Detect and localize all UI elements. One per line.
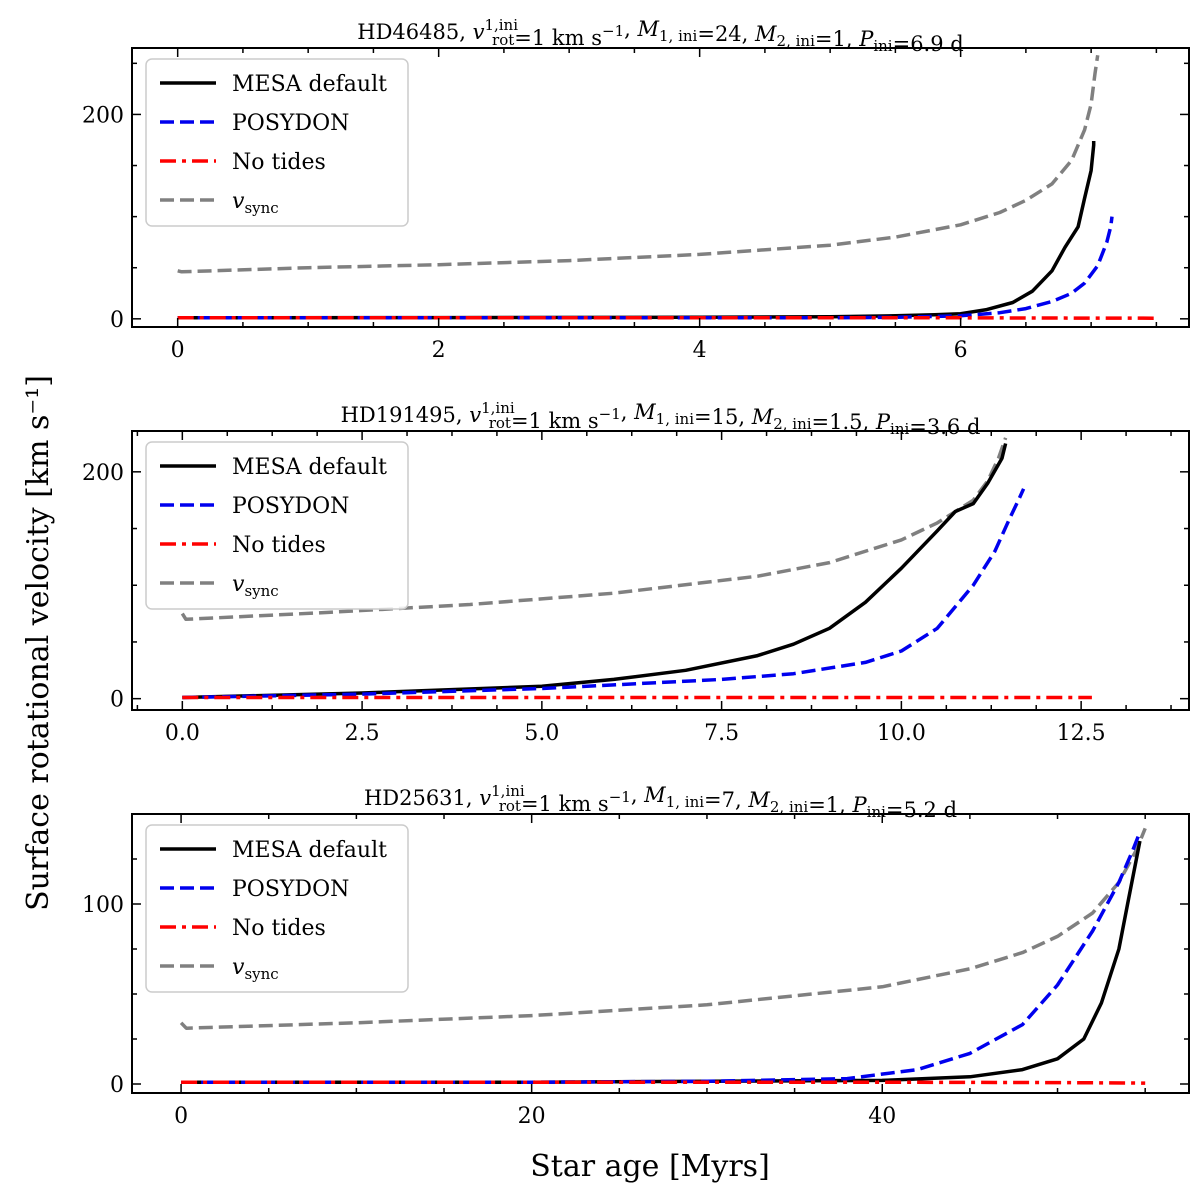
legend-box bbox=[145, 441, 409, 610]
panel-title: HD25631, v1,ini rot=1 km s−1, M1, ini=7, … bbox=[364, 782, 957, 822]
legend-box bbox=[145, 824, 409, 993]
panel-1: HD46485, v1,ini rot=1 km s−1, M1, ini=24,… bbox=[82, 16, 1190, 363]
legend-box bbox=[145, 58, 409, 227]
panel-title: HD46485, v1,ini rot=1 km s−1, M1, ini=24,… bbox=[357, 16, 963, 56]
x-tick-label: 2 bbox=[432, 338, 446, 363]
legend-label-posydon: POSYDON bbox=[232, 494, 349, 519]
legend-label-notides: No tides bbox=[232, 533, 326, 558]
series-group bbox=[177, 54, 1154, 320]
legend-label-sync: vsync bbox=[232, 572, 279, 600]
legend: MESA default POSYDON No tides vsync bbox=[145, 441, 409, 610]
axes-frame bbox=[131, 47, 1190, 328]
x-tick-label: 40 bbox=[868, 1104, 896, 1129]
x-tick-label: 0 bbox=[174, 1104, 188, 1129]
legend: MESA default POSYDON No tides vsync bbox=[145, 58, 409, 227]
x-tick-label: 5.0 bbox=[524, 721, 559, 746]
x-tick-label: 0 bbox=[171, 338, 185, 363]
legend-label-notides: No tides bbox=[232, 916, 326, 941]
x-axis-label: Star age [Myrs] bbox=[530, 1149, 770, 1184]
panel-3: HD25631, v1,ini rot=1 km s−1, M1, ini=7, … bbox=[82, 782, 1190, 1129]
axes-frame bbox=[131, 430, 1190, 711]
legend-label-mesa: MESA default bbox=[232, 455, 387, 480]
series-line-sync bbox=[177, 54, 1100, 274]
x-tick-label: 20 bbox=[518, 1104, 546, 1129]
series-line-notides bbox=[181, 1080, 1146, 1085]
x-tick-label: 6 bbox=[954, 338, 968, 363]
legend-label-sync: vsync bbox=[232, 189, 279, 217]
y-tick-label: 0 bbox=[110, 688, 124, 713]
series-line-posydon bbox=[177, 216, 1114, 320]
panel-2: HD191495, v1,ini rot=1 km s−1, M1, ini=15… bbox=[82, 399, 1190, 746]
y-axis-label: Surface rotational velocity [km s⁻¹] bbox=[21, 375, 56, 911]
legend-label-notides: No tides bbox=[232, 150, 326, 175]
y-tick-label: 0 bbox=[110, 308, 124, 333]
legend-label-sync: vsync bbox=[232, 955, 279, 983]
panel-title: HD191495, v1,ini rot=1 km s−1, M1, ini=15… bbox=[341, 399, 981, 439]
series-line-posydon bbox=[181, 831, 1142, 1084]
x-tick-label: 12.5 bbox=[1057, 721, 1106, 746]
x-tick-label: 0.0 bbox=[165, 721, 200, 746]
x-tick-label: 10.0 bbox=[877, 721, 926, 746]
y-tick-label: 0 bbox=[110, 1073, 124, 1098]
legend-label-mesa: MESA default bbox=[232, 72, 387, 97]
x-tick-label: 2.5 bbox=[345, 721, 380, 746]
series-group bbox=[179, 827, 1147, 1085]
axes-frame bbox=[131, 813, 1190, 1094]
legend-label-posydon: POSYDON bbox=[232, 111, 349, 136]
series-line-posydon bbox=[182, 488, 1026, 700]
series-group bbox=[180, 437, 1092, 700]
legend-label-mesa: MESA default bbox=[232, 838, 387, 863]
legend: MESA default POSYDON No tides vsync bbox=[145, 824, 409, 993]
series-line-sync bbox=[180, 437, 1008, 622]
y-tick-label: 200 bbox=[82, 103, 124, 128]
x-tick-label: 4 bbox=[693, 338, 707, 363]
series-line-mesa bbox=[182, 443, 1008, 700]
x-tick-label: 7.5 bbox=[704, 721, 739, 746]
y-tick-label: 200 bbox=[82, 461, 124, 486]
y-tick-label: 100 bbox=[82, 893, 124, 918]
legend-label-posydon: POSYDON bbox=[232, 877, 349, 902]
